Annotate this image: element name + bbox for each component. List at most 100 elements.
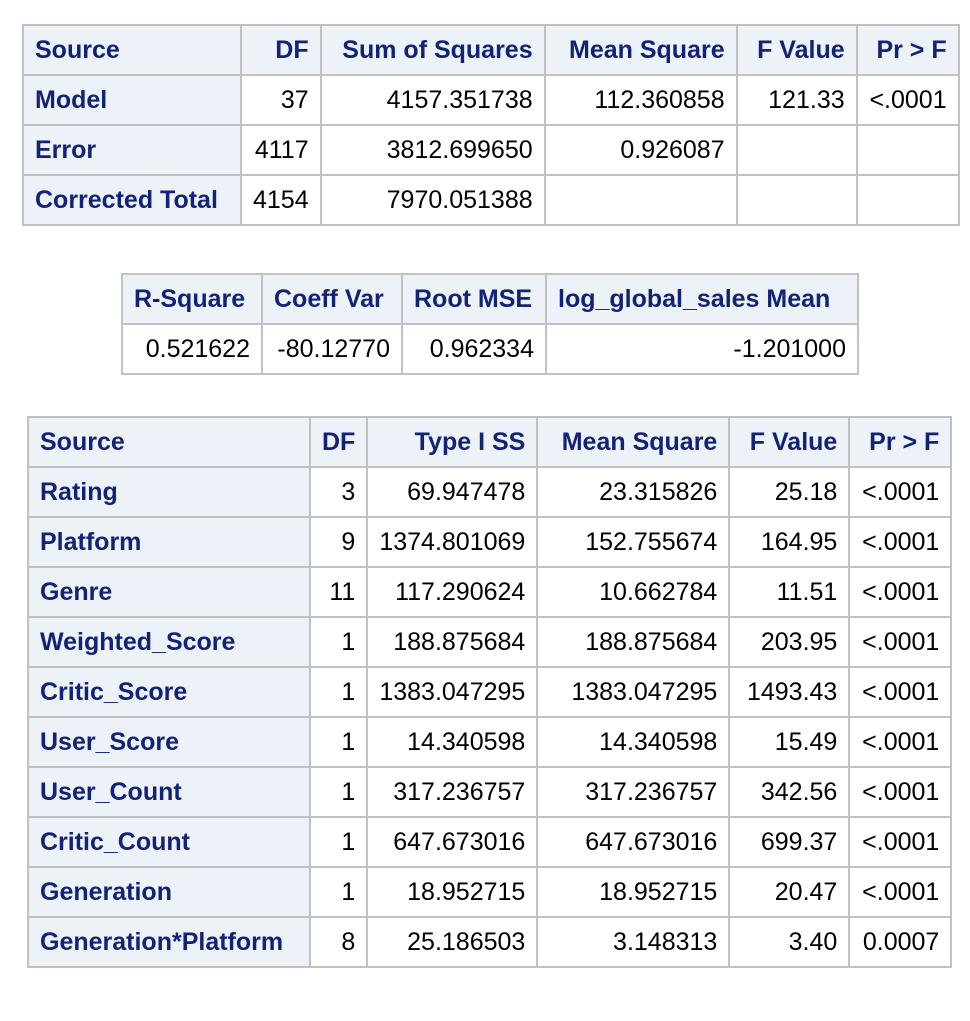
p-cell: <.0001 bbox=[855, 74, 960, 126]
ms-cell: 14.340598 bbox=[536, 716, 731, 768]
p-cell: <.0001 bbox=[848, 866, 953, 918]
col-header-dependent-mean: log_global_sales Mean bbox=[545, 273, 859, 325]
ss-cell: 18.952715 bbox=[366, 866, 539, 918]
row-label: Genre bbox=[27, 566, 311, 618]
f-cell bbox=[735, 124, 858, 176]
col-header-f-value: F Value bbox=[728, 416, 851, 468]
col-header-mean-square: Mean Square bbox=[536, 416, 731, 468]
f-cell: 164.95 bbox=[728, 516, 851, 568]
f-cell: 342.56 bbox=[728, 766, 851, 818]
ss-cell: 25.186503 bbox=[366, 916, 539, 968]
p-cell bbox=[855, 124, 960, 176]
df-cell: 1 bbox=[308, 866, 369, 918]
col-header-df: DF bbox=[240, 24, 322, 76]
f-cell: 20.47 bbox=[728, 866, 851, 918]
f-cell: 3.40 bbox=[728, 916, 851, 968]
p-cell bbox=[855, 174, 960, 226]
col-header-pr-f: Pr > F bbox=[855, 24, 960, 76]
table-row: Rating 3 69.947478 23.315826 25.18 <.0001 bbox=[27, 466, 953, 518]
p-cell: <.0001 bbox=[848, 766, 953, 818]
ms-cell: 18.952715 bbox=[536, 866, 731, 918]
table-row: Generation 1 18.952715 18.952715 20.47 <.0001 bbox=[27, 866, 953, 918]
p-cell: <.0001 bbox=[848, 466, 953, 518]
ms-cell: 0.926087 bbox=[543, 124, 738, 176]
ms-cell: 1383.047295 bbox=[536, 666, 731, 718]
col-header-mean-square: Mean Square bbox=[543, 24, 738, 76]
col-header-source: Source bbox=[22, 24, 242, 76]
row-label: Critic_Count bbox=[27, 816, 311, 868]
table-row: Weighted_Score 1 188.875684 188.875684 203.9… bbox=[27, 616, 953, 668]
ms-cell: 23.315826 bbox=[536, 466, 731, 518]
p-cell: 0.0007 bbox=[848, 916, 953, 968]
ss-cell: 188.875684 bbox=[366, 616, 539, 668]
ms-cell: 188.875684 bbox=[536, 616, 731, 668]
col-header-f-value: F Value bbox=[735, 24, 858, 76]
p-cell: <.0001 bbox=[848, 816, 953, 868]
ss-cell: 317.236757 bbox=[366, 766, 539, 818]
p-cell: <.0001 bbox=[848, 566, 953, 618]
row-label: Generation*Platform bbox=[27, 916, 311, 968]
ms-cell: 317.236757 bbox=[536, 766, 731, 818]
row-label: Critic_Score bbox=[27, 666, 311, 718]
col-header-r-square: R-Square bbox=[121, 273, 263, 325]
f-cell: 15.49 bbox=[728, 716, 851, 768]
ms-cell: 3.148313 bbox=[536, 916, 731, 968]
table-row: Critic_Count 1 647.673016 647.673016 699.37 <… bbox=[27, 816, 953, 868]
df-cell: 1 bbox=[308, 816, 369, 868]
row-label: Error bbox=[22, 124, 242, 176]
df-cell: 8 bbox=[308, 916, 369, 968]
ss-cell: 14.340598 bbox=[366, 716, 539, 768]
root-mse-value: 0.962334 bbox=[401, 323, 547, 375]
f-cell: 699.37 bbox=[728, 816, 851, 868]
row-label: Rating bbox=[27, 466, 311, 518]
ss-cell: 117.290624 bbox=[366, 566, 539, 618]
df-cell: 4117 bbox=[240, 124, 322, 176]
row-label: User_Count bbox=[27, 766, 311, 818]
col-header-pr-f: Pr > F bbox=[848, 416, 953, 468]
f-cell bbox=[735, 174, 858, 226]
row-label: User_Score bbox=[27, 716, 311, 768]
table-row: Model 37 4157.351738 112.360858 121.33 <… bbox=[22, 74, 960, 126]
ss-cell: 647.673016 bbox=[366, 816, 539, 868]
r-square-value: 0.521622 bbox=[121, 323, 263, 375]
row-label: Generation bbox=[27, 866, 311, 918]
table-row: Generation*Platform 8 25.186503 3.148313 3.4… bbox=[27, 916, 953, 968]
table-row: Error 4117 3812.699650 0.926087 bbox=[22, 124, 960, 176]
anova-header-row: Source DF Sum of Squares Mean Square F V… bbox=[22, 24, 960, 76]
df-cell: 1 bbox=[308, 666, 369, 718]
col-header-coeff-var: Coeff Var bbox=[261, 273, 403, 325]
col-header-sum-of-squares: Sum of Squares bbox=[319, 24, 546, 76]
ms-cell: 647.673016 bbox=[536, 816, 731, 868]
p-cell: <.0001 bbox=[848, 616, 953, 668]
anova-table: Source DF Sum of Squares Mean Square F V… bbox=[22, 24, 960, 226]
ms-cell: 10.662784 bbox=[536, 566, 731, 618]
table-row: Critic_Score 1 1383.047295 1383.047295 1493.… bbox=[27, 666, 953, 718]
fit-statistics-table: R-Square Coeff Var Root MSE log_global_s… bbox=[121, 273, 859, 375]
df-cell: 11 bbox=[308, 566, 369, 618]
table-row: User_Count 1 317.236757 317.236757 342.56 <.0… bbox=[27, 766, 953, 818]
row-label: Corrected Total bbox=[22, 174, 242, 226]
dependent-mean-value: -1.201000 bbox=[545, 323, 859, 375]
coeff-var-value: -80.12770 bbox=[261, 323, 403, 375]
col-header-root-mse: Root MSE bbox=[401, 273, 547, 325]
df-cell: 1 bbox=[308, 616, 369, 668]
ss-cell: 4157.351738 bbox=[319, 74, 546, 126]
df-cell: 1 bbox=[308, 766, 369, 818]
p-cell: <.0001 bbox=[848, 666, 953, 718]
f-cell: 121.33 bbox=[735, 74, 858, 126]
p-cell: <.0001 bbox=[848, 716, 953, 768]
table-row: Platform 9 1374.801069 152.755674 164.95 <.00… bbox=[27, 516, 953, 568]
ms-cell: 152.755674 bbox=[536, 516, 731, 568]
table-row: Corrected Total 4154 7970.051388 bbox=[22, 174, 960, 226]
ss-cell: 3812.699650 bbox=[319, 124, 546, 176]
ms-cell: 112.360858 bbox=[543, 74, 738, 126]
ms-cell bbox=[543, 174, 738, 226]
table-row: User_Score 1 14.340598 14.340598 15.49 <.0001 bbox=[27, 716, 953, 768]
f-cell: 1493.43 bbox=[728, 666, 851, 718]
type1-header-row: Source DF Type I SS Mean Square F Value … bbox=[27, 416, 953, 468]
f-cell: 203.95 bbox=[728, 616, 851, 668]
row-label: Model bbox=[22, 74, 242, 126]
ss-cell: 1374.801069 bbox=[366, 516, 539, 568]
df-cell: 9 bbox=[308, 516, 369, 568]
fit-header-row: R-Square Coeff Var Root MSE log_global_s… bbox=[121, 273, 859, 325]
